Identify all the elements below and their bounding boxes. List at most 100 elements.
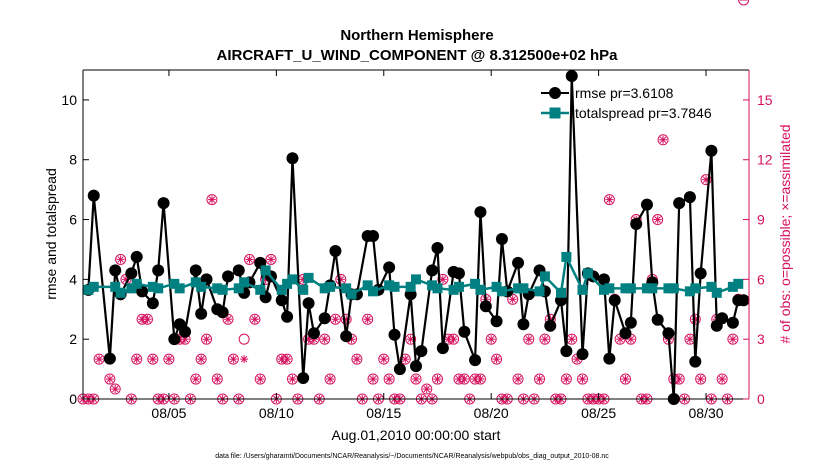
obs-possible-marker	[619, 373, 631, 385]
obs-assimilated-marker	[256, 375, 265, 384]
spread-marker	[641, 283, 652, 294]
spread-marker	[475, 284, 486, 295]
rmse-marker	[318, 312, 331, 325]
obs-assimilated-marker	[605, 195, 614, 204]
obs-assimilated-marker	[224, 315, 233, 324]
rmse-marker	[683, 191, 696, 204]
obs-possible-marker	[147, 353, 159, 365]
obs-assimilated-marker	[696, 375, 705, 384]
spread-marker	[115, 287, 126, 298]
rmse-series-layer	[82, 69, 750, 405]
spread-marker	[217, 284, 228, 295]
spread-marker	[282, 278, 293, 289]
spread-marker	[110, 281, 121, 292]
spread-marker	[496, 286, 507, 297]
spread-marker	[389, 281, 400, 292]
y-axis-left-label: rmse and totalspread	[43, 168, 59, 300]
spread-marker	[255, 284, 266, 295]
obs-assimilated-marker	[492, 355, 501, 364]
x-tick-label: 08/20	[474, 405, 509, 421]
spread-marker	[190, 277, 201, 288]
obs-assimilated-marker	[240, 355, 249, 364]
spread-marker	[663, 283, 674, 294]
spread-marker	[341, 283, 352, 294]
obs-assimilated-marker	[326, 375, 335, 384]
obs-assimilated-marker	[578, 375, 587, 384]
obs-possible-marker	[738, 0, 750, 6]
y-right-tick-label: 12	[757, 152, 773, 168]
obs-assimilated-marker	[283, 355, 292, 364]
rmse-marker	[495, 232, 508, 245]
obs-assimilated-marker	[685, 335, 694, 344]
obs-assimilated-marker	[487, 335, 496, 344]
obs-assimilated-marker	[213, 375, 222, 384]
obs-assimilated-marker	[621, 375, 630, 384]
spread-marker	[577, 284, 588, 295]
x-tick-label: 08/15	[366, 405, 401, 421]
rmse-marker	[662, 327, 675, 340]
rmse-marker	[103, 352, 116, 365]
spread-marker	[556, 287, 567, 298]
rmse-marker	[152, 264, 165, 277]
obs-assimilated-marker	[567, 335, 576, 344]
obs-assimilated-marker	[352, 355, 361, 364]
spread-marker	[384, 280, 395, 291]
obs-assimilated-marker	[369, 375, 378, 384]
spread-marker	[368, 286, 379, 297]
rmse-marker	[383, 261, 396, 274]
obs-assimilated-marker	[202, 335, 211, 344]
obs-possible-marker	[254, 373, 266, 385]
obs-possible-marker	[716, 373, 728, 385]
spread-marker	[684, 286, 695, 297]
obs-assimilated-marker	[250, 315, 259, 324]
spread-marker	[432, 283, 443, 294]
obs-assimilated-marker	[422, 385, 431, 394]
x-tick-label: 08/05	[151, 405, 186, 421]
obs-possible-marker	[163, 353, 175, 365]
rmse-marker	[479, 300, 492, 313]
y-left-tick-label: 0	[69, 391, 77, 407]
rmse-marker	[624, 316, 637, 329]
obs-possible-marker	[727, 333, 739, 345]
rmse-marker	[490, 315, 503, 328]
rmse-marker	[608, 294, 621, 307]
y-right-tick-label: 9	[757, 212, 765, 228]
obs-possible-marker	[109, 383, 121, 395]
spread-marker	[169, 278, 180, 289]
y-right-tick-label: 0	[757, 391, 765, 407]
rmse-marker	[651, 313, 664, 326]
rmse-marker	[130, 250, 143, 263]
obs-assimilated-marker	[385, 375, 394, 384]
y-left-tick-label: 6	[69, 212, 77, 228]
rmse-marker	[340, 330, 353, 343]
obs-assimilated-marker	[433, 375, 442, 384]
rmse-marker	[281, 310, 294, 323]
spread-marker	[620, 283, 631, 294]
spread-marker	[239, 277, 250, 288]
obs-possible-marker	[512, 373, 524, 385]
obs-assimilated-marker	[379, 355, 388, 364]
rmse-marker	[146, 297, 159, 310]
spread-marker	[491, 281, 502, 292]
obs-assimilated-marker	[659, 135, 668, 144]
rmse-marker	[474, 206, 487, 219]
rmse-marker	[329, 244, 342, 257]
obs-assimilated-marker	[476, 375, 485, 384]
spread-marker	[668, 283, 679, 294]
obs-possible-marker	[534, 373, 546, 385]
obs-assimilated-marker	[363, 315, 372, 324]
spread-marker	[733, 278, 744, 289]
obs-possible-marker	[603, 194, 615, 206]
spread-marker	[453, 281, 464, 292]
rmse-marker	[630, 218, 643, 231]
obs-assimilated-marker	[524, 335, 533, 344]
obs-possible-marker	[238, 333, 250, 345]
spread-marker	[598, 284, 609, 295]
spread-marker	[153, 283, 164, 294]
rmse-marker	[275, 294, 288, 307]
obs-possible-marker	[652, 214, 664, 226]
rmse-marker	[640, 198, 653, 211]
rmse-marker	[619, 327, 632, 340]
